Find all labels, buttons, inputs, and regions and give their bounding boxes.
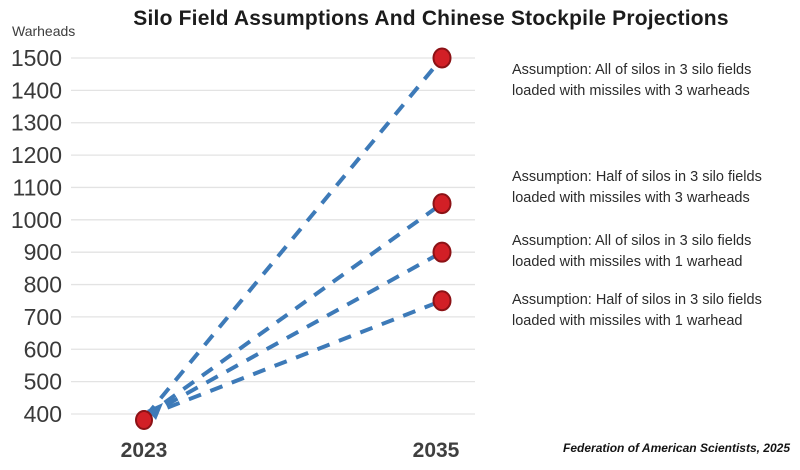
- x-tick-label: 2023: [121, 439, 168, 462]
- annotation-line: loaded with missiles with 3 warheads: [512, 190, 750, 206]
- data-point: [432, 47, 452, 69]
- annotation-half-silos-3-warheads: Assumption: Half of silos in 3 silo fiel…: [512, 167, 800, 209]
- annotation-line: Assumption: All of silos in 3 silo field…: [512, 233, 752, 249]
- annotation-half-silos-1-warhead: Assumption: Half of silos in 3 silo fiel…: [512, 290, 800, 332]
- annotation-all-silos-1-warhead: Assumption: All of silos in 3 silo field…: [512, 231, 800, 273]
- y-tick-label: 1500: [11, 45, 62, 71]
- projection-line: [144, 202, 444, 418]
- y-tick-label: 700: [24, 304, 62, 330]
- y-axis-title: Warheads: [12, 23, 76, 39]
- chart-title: Silo Field Assumptions And Chinese Stock…: [133, 7, 729, 30]
- data-point: [432, 241, 452, 263]
- data-point: [432, 290, 452, 312]
- annotation-line: loaded with missiles with 1 warhead: [512, 254, 743, 270]
- projection-line: [145, 250, 443, 418]
- data-point-start: [135, 410, 153, 430]
- annotation-line: Assumption: Half of silos in 3 silo fiel…: [512, 292, 762, 308]
- data-point: [432, 193, 452, 215]
- y-tick-label: 1200: [11, 142, 62, 168]
- annotation-line: Assumption: Half of silos in 3 silo fiel…: [512, 169, 762, 185]
- annotation-line: Assumption: All of silos in 3 silo field…: [512, 62, 752, 78]
- annotation-line: loaded with missiles with 1 warhead: [512, 313, 743, 329]
- annotation-all-silos-3-warheads: Assumption: All of silos in 3 silo field…: [512, 60, 800, 102]
- y-tick-label: 1300: [11, 110, 62, 136]
- y-tick-label: 1100: [13, 174, 62, 200]
- y-tick-label: 1400: [11, 77, 62, 103]
- y-tick-label: 900: [24, 239, 62, 265]
- y-tick-label: 800: [24, 272, 62, 298]
- annotation-line: loaded with missiles with 3 warheads: [512, 83, 750, 99]
- y-tick-label: 400: [24, 401, 62, 427]
- projection-line: [144, 56, 444, 418]
- start-arrowhead-icon: [147, 403, 163, 420]
- source-credit: Federation of American Scientists, 2025: [563, 441, 790, 455]
- y-tick-label: 500: [24, 369, 62, 395]
- projection-line: [145, 298, 443, 418]
- y-tick-label: 1000: [11, 207, 62, 233]
- x-tick-label: 2035: [413, 439, 460, 462]
- y-tick-label: 600: [24, 336, 62, 362]
